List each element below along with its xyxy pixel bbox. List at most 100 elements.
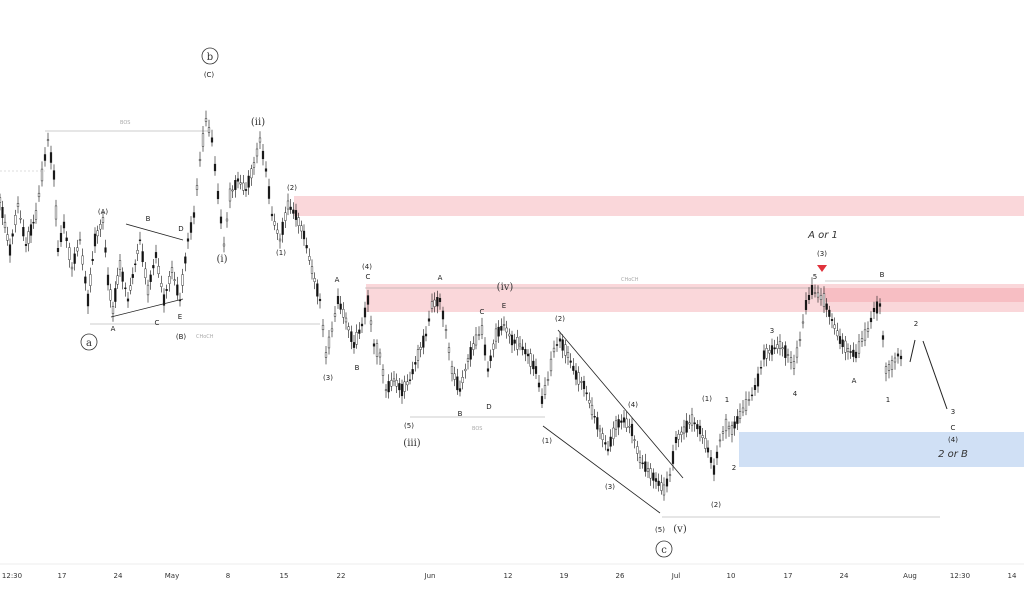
candle-body	[219, 216, 223, 224]
candle-body	[76, 247, 79, 252]
candle-body	[149, 274, 152, 282]
digit-3-b: 3	[951, 408, 955, 416]
candle-body	[244, 189, 248, 191]
candle-body	[116, 275, 119, 285]
candle-body	[765, 348, 768, 359]
candle-body	[157, 265, 160, 275]
candle-body	[617, 419, 620, 428]
candle-body	[126, 298, 130, 302]
candle-body	[518, 343, 522, 347]
candle-body	[778, 340, 782, 350]
candle-body	[106, 274, 110, 286]
digit-4-a: 4	[793, 390, 798, 398]
candle-body	[416, 349, 420, 361]
candle-body	[625, 418, 628, 428]
candle-body	[508, 333, 511, 337]
candle-body	[798, 338, 802, 342]
x-tick-label: May	[165, 572, 179, 580]
candle-body	[730, 425, 734, 435]
candle-body	[222, 243, 226, 247]
x-axis: 12:30 17 24 May 8 15 22 Jun 12 19 26 Jul 10 17 24 Aug 12…	[0, 563, 1024, 580]
candle-body	[414, 362, 417, 365]
label-4-paren-b: (4)	[628, 401, 638, 409]
candle-body	[40, 168, 44, 182]
candle-body	[160, 283, 163, 287]
candle-body	[360, 323, 364, 327]
label-B-1: B	[146, 215, 151, 223]
candle-body	[756, 373, 760, 387]
candle-body	[630, 423, 634, 437]
candle-body	[590, 404, 594, 416]
label-A-4: A	[852, 377, 857, 385]
candle-body	[674, 436, 678, 444]
candle-body	[324, 352, 328, 358]
candle-body	[390, 380, 393, 387]
candle-body	[65, 237, 68, 242]
candle-body	[387, 381, 390, 393]
projection-down-line	[922, 340, 948, 410]
digit-3-a: 3	[770, 327, 774, 335]
candle-body	[668, 474, 672, 476]
annotation-2-or-b: 2 or B	[938, 449, 968, 460]
candle-body	[239, 182, 242, 185]
candle-body	[81, 255, 84, 265]
label-2-paren-a: (2)	[287, 184, 297, 192]
candle-body	[278, 238, 282, 242]
candle-body	[308, 256, 311, 261]
candle-body	[252, 162, 256, 168]
candle-body	[173, 279, 176, 281]
label-C-paren: (C)	[204, 71, 215, 79]
candle-body	[671, 451, 675, 464]
x-tick-label: Aug	[903, 572, 917, 580]
candle-body	[801, 321, 805, 324]
candle-body	[138, 239, 142, 242]
candle-body	[770, 345, 774, 355]
candle-body	[292, 209, 295, 214]
candle-body	[534, 366, 538, 374]
candle-body	[549, 358, 553, 372]
x-tick-label: 8	[226, 572, 230, 580]
candle-body	[186, 238, 190, 242]
candle-body	[46, 139, 50, 141]
candle-body	[216, 190, 220, 200]
candle-body	[363, 307, 367, 318]
candle-body	[124, 287, 127, 290]
candle-body	[258, 137, 262, 143]
x-tick-label: 14	[1008, 572, 1017, 580]
x-tick-label: 17	[784, 572, 793, 580]
candle-body	[392, 378, 396, 382]
candle-body	[649, 468, 652, 479]
candle-body	[744, 399, 748, 411]
candle-body	[366, 295, 370, 305]
candle-body	[342, 309, 345, 318]
label-D-1: D	[178, 225, 183, 233]
wave-a-circled: a	[86, 338, 92, 349]
candle-body	[480, 325, 484, 335]
candle-body	[483, 344, 487, 356]
label-B-4: B	[880, 271, 885, 279]
candle-body	[24, 244, 28, 246]
candle-body	[784, 345, 787, 358]
x-tick-label: 12	[504, 572, 513, 580]
x-tick-label: 10	[727, 572, 736, 580]
candle-body	[54, 205, 58, 220]
candle-body	[577, 372, 580, 385]
candle-body	[441, 310, 445, 320]
candle-body	[52, 170, 56, 180]
candle-body	[543, 384, 547, 396]
candle-body	[489, 355, 492, 362]
label-5-paren-b: (5)	[655, 526, 665, 534]
candle-body	[84, 276, 87, 284]
supply-overlap-zone	[823, 288, 1024, 302]
candle-body	[690, 414, 694, 426]
candle-body	[561, 339, 564, 351]
candle-body	[804, 300, 808, 310]
candle-body	[795, 347, 799, 358]
candle-body	[375, 343, 379, 357]
candle-body	[724, 418, 728, 432]
candle-body	[270, 213, 274, 217]
candle-body	[114, 288, 117, 302]
candle-body	[302, 230, 306, 240]
